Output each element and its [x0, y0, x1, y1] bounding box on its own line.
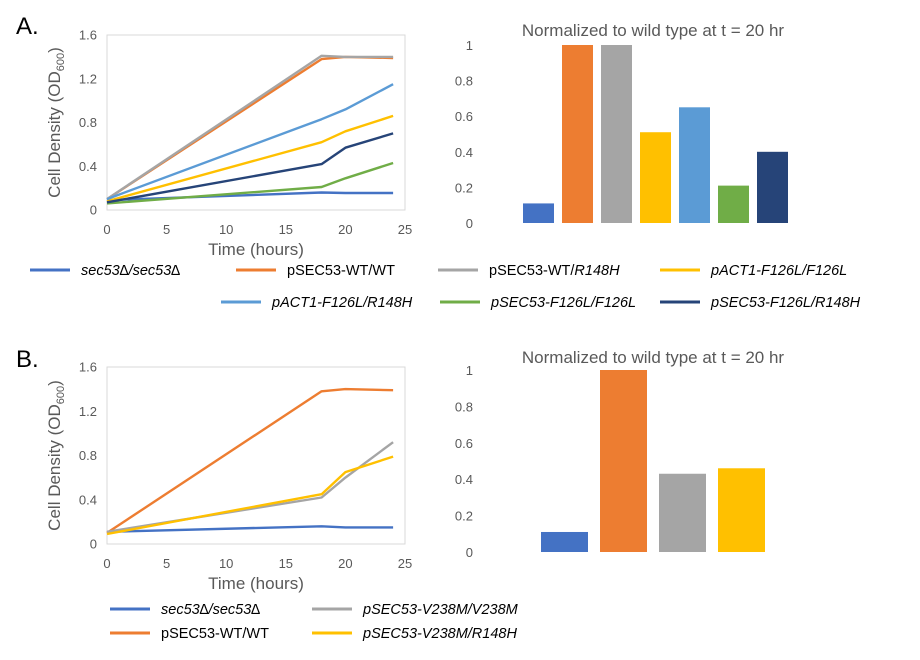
legend-label: pSEC53-WT/WT [287, 263, 395, 279]
y-axis-title-main: Cell Density (OD [45, 404, 64, 531]
legend-label-italic: R148H [574, 263, 620, 279]
series-line [106, 525, 394, 533]
y-tick-label: 0.8 [79, 448, 97, 463]
panel-label: A. [16, 13, 39, 40]
y-axis-title: Cell Density (OD600) [45, 47, 67, 198]
series-line [106, 455, 394, 536]
x-tick-label: 5 [163, 222, 170, 237]
y-axis-title-subscript: 600 [55, 386, 67, 404]
legend: sec53∆/sec53∆ pSEC53-WT/WT pSEC53-WT/R148H… [30, 263, 861, 311]
x-axis-title: Time (hours) [208, 574, 304, 593]
x-axis-title: Time (hours) [208, 240, 304, 259]
y-tick-label: 0.6 [455, 436, 473, 451]
y-tick-label: 0 [466, 216, 473, 231]
bar [600, 370, 647, 552]
line-chart: 0 0.4 0.8 1.2 1.6 0 5 10 15 20 25 Time (hours) Cell … [45, 28, 412, 260]
series-line [106, 83, 394, 201]
y-tick-label: 0.8 [455, 74, 473, 89]
bar-chart-title: Normalized to wild type at t = 20 hr [522, 21, 785, 40]
y-tick-label: 1.6 [79, 360, 97, 375]
y-tick-label: 1 [466, 38, 473, 53]
panel-label: B. [16, 346, 39, 373]
legend-label: pSEC53-F126L/F126L [490, 295, 636, 311]
bar [757, 151, 788, 223]
legend-label: pSEC53-V238M/R148H [362, 626, 517, 642]
bar [679, 107, 710, 223]
y-tick-label: 0.4 [455, 472, 473, 487]
bar [562, 45, 593, 223]
legend-label: pSEC53-V238M/V238M [362, 602, 519, 618]
legend-label: sec53∆/sec53∆ [81, 263, 180, 279]
y-tick-label: 0.4 [79, 159, 97, 174]
legend-label: pSEC53-WT/R148H [489, 263, 620, 279]
legend: sec53∆/sec53∆ pSEC53-V238M/V238M pSEC53-WT… [110, 602, 519, 642]
y-axis-title: Cell Density (OD600) [45, 380, 67, 531]
y-tick-label: 0.6 [455, 109, 473, 124]
legend-label: pSEC53-WT/WT [161, 626, 269, 642]
bar [523, 203, 554, 223]
line-chart: 0 0.4 0.8 1.2 1.6 0 5 10 15 20 25 Time (hours) Cell … [45, 360, 412, 594]
y-tick-label: 0 [90, 537, 97, 552]
y-tick-label: 0.8 [455, 399, 473, 414]
x-tick-label: 5 [163, 556, 170, 571]
y-tick-label: 1.2 [79, 71, 97, 86]
y-axis-title-close: ) [45, 380, 64, 386]
x-tick-label: 20 [338, 556, 352, 571]
x-tick-label: 25 [398, 222, 412, 237]
x-tick-label: 10 [219, 556, 233, 571]
y-tick-label: 1 [466, 363, 473, 378]
series-line [106, 387, 394, 534]
bar [541, 531, 588, 552]
series-line [106, 161, 394, 205]
x-tick-label: 0 [103, 222, 110, 237]
x-tick-label: 20 [338, 222, 352, 237]
y-tick-label: 1.2 [79, 404, 97, 419]
series-line [106, 441, 394, 533]
bar [718, 185, 749, 223]
y-tick-label: 0 [466, 545, 473, 560]
legend-label: pACT1-F126L/R148H [271, 295, 413, 311]
x-tick-label: 0 [103, 556, 110, 571]
plot-area [106, 34, 406, 211]
y-axis-title-close: ) [45, 47, 64, 53]
y-tick-label: 1.6 [79, 28, 97, 43]
y-axis-title-main: Cell Density (OD [45, 71, 64, 198]
y-tick-label: 0 [90, 203, 97, 218]
y-tick-label: 0.4 [79, 492, 97, 507]
legend-label: sec53∆/sec53∆ [161, 602, 260, 618]
bar-chart: Normalized to wild type at t = 20 hr 0 0.2… [455, 348, 785, 560]
plot-area [106, 366, 406, 545]
x-tick-label: 10 [219, 222, 233, 237]
bar [659, 473, 706, 552]
x-tick-label: 15 [279, 556, 293, 571]
bar [640, 132, 671, 223]
series-line [106, 132, 394, 204]
series-line [106, 114, 394, 203]
y-tick-label: 0.8 [79, 115, 97, 130]
bar [718, 468, 765, 552]
x-tick-label: 25 [398, 556, 412, 571]
bar-chart-title: Normalized to wild type at t = 20 hr [522, 348, 785, 367]
series-line [106, 54, 394, 201]
bar-chart: Normalized to wild type at t = 20 hr 0 0.2… [455, 21, 788, 231]
y-tick-label: 0.4 [455, 145, 473, 160]
y-axis-title-subscript: 600 [55, 53, 67, 71]
legend-label: pACT1-F126L/F126L [710, 263, 847, 279]
x-tick-label: 15 [279, 222, 293, 237]
y-tick-label: 0.2 [455, 509, 473, 524]
legend-label: pSEC53-F126L/R148H [710, 295, 861, 311]
legend-label-plain: pSEC53-WT/ [489, 263, 575, 279]
bar [601, 45, 632, 223]
y-tick-label: 0.2 [455, 180, 473, 195]
